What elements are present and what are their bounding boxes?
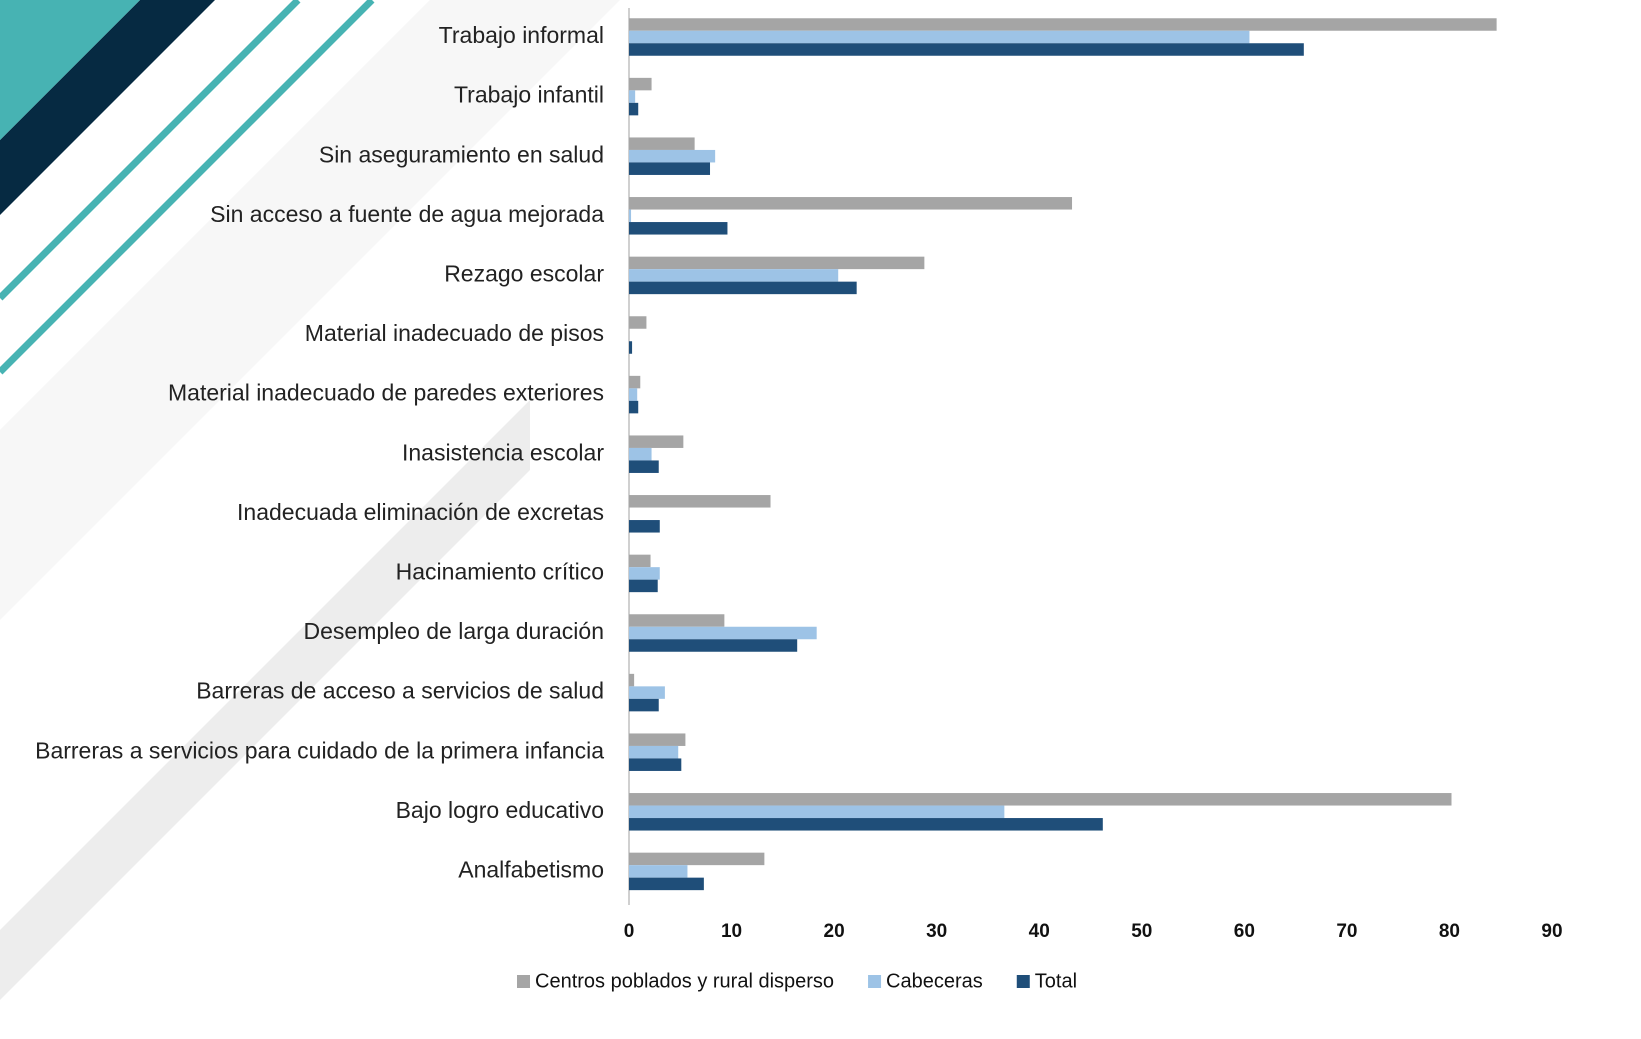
bar — [629, 733, 686, 746]
bar — [629, 209, 632, 223]
bar — [629, 865, 688, 878]
bar — [629, 375, 641, 389]
bar — [629, 281, 857, 295]
y-tick-label: Inadecuada eliminación de excretas — [237, 499, 604, 525]
y-tick-label: Sin aseguramiento en salud — [319, 141, 604, 167]
bar — [629, 639, 798, 652]
bar — [629, 698, 659, 712]
bar — [629, 852, 765, 866]
y-tick-label: Material inadecuado de pisos — [305, 320, 604, 346]
bar — [629, 579, 658, 593]
bar — [629, 341, 633, 354]
bar — [629, 745, 679, 759]
y-tick-label: Material inadecuado de paredes exteriore… — [168, 380, 604, 406]
bar — [629, 447, 652, 461]
x-tick-label: 40 — [1029, 921, 1050, 942]
bar — [629, 495, 771, 508]
bar — [629, 758, 682, 771]
y-tick-label: Trabajo informal — [439, 22, 604, 48]
legend-swatch — [517, 975, 530, 988]
legend-swatch — [868, 975, 882, 988]
bar — [629, 269, 839, 282]
y-tick-label: Barreras de acceso a servicios de salud — [196, 678, 604, 704]
bar — [629, 18, 1497, 31]
x-tick-label: 0 — [624, 921, 635, 942]
bar — [629, 626, 817, 640]
bar — [629, 877, 704, 891]
bar — [629, 460, 659, 473]
y-tick-label: Barreras a servicios para cuidado de la … — [35, 737, 604, 763]
bar — [629, 793, 1452, 806]
bar — [629, 388, 638, 401]
legend-swatch — [1016, 975, 1030, 988]
legend-label: Total — [1035, 970, 1077, 992]
bar — [629, 90, 636, 103]
y-tick-label: Desempleo de larga duración — [304, 618, 604, 644]
bar — [629, 554, 651, 568]
bar — [629, 567, 660, 580]
bar — [629, 137, 695, 150]
x-tick-label: 10 — [721, 921, 742, 942]
y-tick-label: Analfabetismo — [458, 856, 604, 882]
y-tick-label: Bajo logro educativo — [396, 797, 604, 823]
y-tick-label: Inasistencia escolar — [402, 439, 604, 465]
bar — [629, 818, 1103, 831]
bar — [629, 197, 1073, 210]
y-tick-label: Trabajo infantil — [454, 82, 604, 108]
legend-label: Cabeceras — [886, 970, 983, 992]
x-tick-label: 20 — [824, 921, 845, 942]
bar — [629, 614, 725, 627]
bar — [629, 256, 925, 270]
x-tick-label: 50 — [1131, 921, 1152, 942]
y-tick-label: Hacinamiento crítico — [396, 558, 604, 584]
x-tick-label: 70 — [1336, 921, 1357, 942]
bar — [629, 77, 652, 91]
background-decoration — [0, 0, 620, 1000]
bar — [629, 43, 1304, 56]
bar — [629, 222, 728, 235]
x-tick-label: 90 — [1541, 921, 1562, 942]
y-tick-label: Sin acceso a fuente de agua mejorada — [210, 201, 604, 227]
bar — [629, 162, 711, 175]
bar — [629, 149, 716, 163]
bar — [629, 435, 684, 448]
x-tick-label: 80 — [1439, 921, 1460, 942]
x-tick-label: 60 — [1234, 921, 1255, 942]
bar — [629, 316, 647, 329]
legend-label: Centros poblados y rural disperso — [535, 970, 834, 992]
bar — [629, 520, 660, 533]
y-tick-label: Rezago escolar — [444, 260, 604, 286]
bar — [629, 673, 635, 687]
bar — [629, 30, 1250, 44]
x-tick-label: 30 — [926, 921, 947, 942]
bar — [629, 686, 665, 699]
bar — [629, 805, 1005, 819]
bar — [629, 400, 639, 414]
bar — [629, 102, 639, 116]
